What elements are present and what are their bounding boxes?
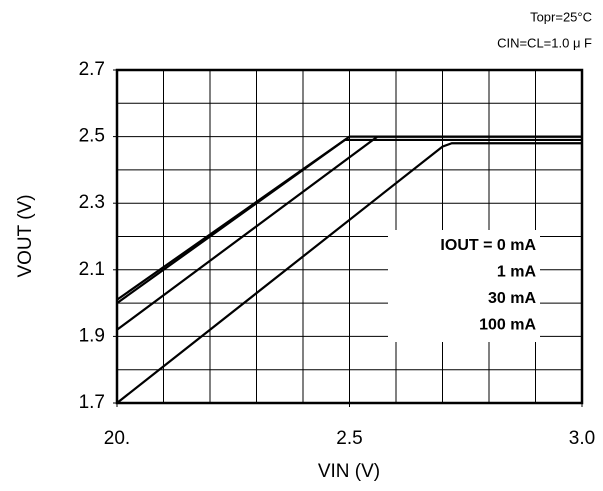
y-tick-label: 1.7 bbox=[79, 392, 105, 413]
note: Topr=25°C bbox=[530, 9, 592, 24]
series-line bbox=[116, 138, 582, 304]
legend-label: IOUT = 0 mA bbox=[440, 237, 536, 254]
series-line bbox=[116, 135, 582, 331]
legend-box bbox=[388, 230, 540, 342]
y-tick-label: 2.5 bbox=[79, 126, 105, 147]
y-tick-label: 2.3 bbox=[79, 192, 105, 213]
y-tick-label: 1.9 bbox=[79, 325, 105, 346]
series-line bbox=[116, 142, 582, 404]
x-axis-label: VIN (V) bbox=[318, 461, 380, 482]
legend-label: 30 mA bbox=[488, 290, 536, 307]
x-tick-label: 20. bbox=[104, 428, 130, 449]
y-tick-label: 2.1 bbox=[79, 259, 105, 280]
legend-label: 100 mA bbox=[479, 317, 536, 334]
note: CIN=CL=1.0 μ F bbox=[497, 35, 592, 50]
y-tick-label: 2.7 bbox=[79, 59, 105, 80]
x-tick-label: 2.5 bbox=[336, 428, 362, 449]
legend-label: 1 mA bbox=[497, 264, 537, 281]
y-axis-label: VOUT (V) bbox=[15, 194, 36, 277]
x-tick-label: 3.0 bbox=[569, 428, 595, 449]
plot-frame bbox=[115, 68, 584, 405]
